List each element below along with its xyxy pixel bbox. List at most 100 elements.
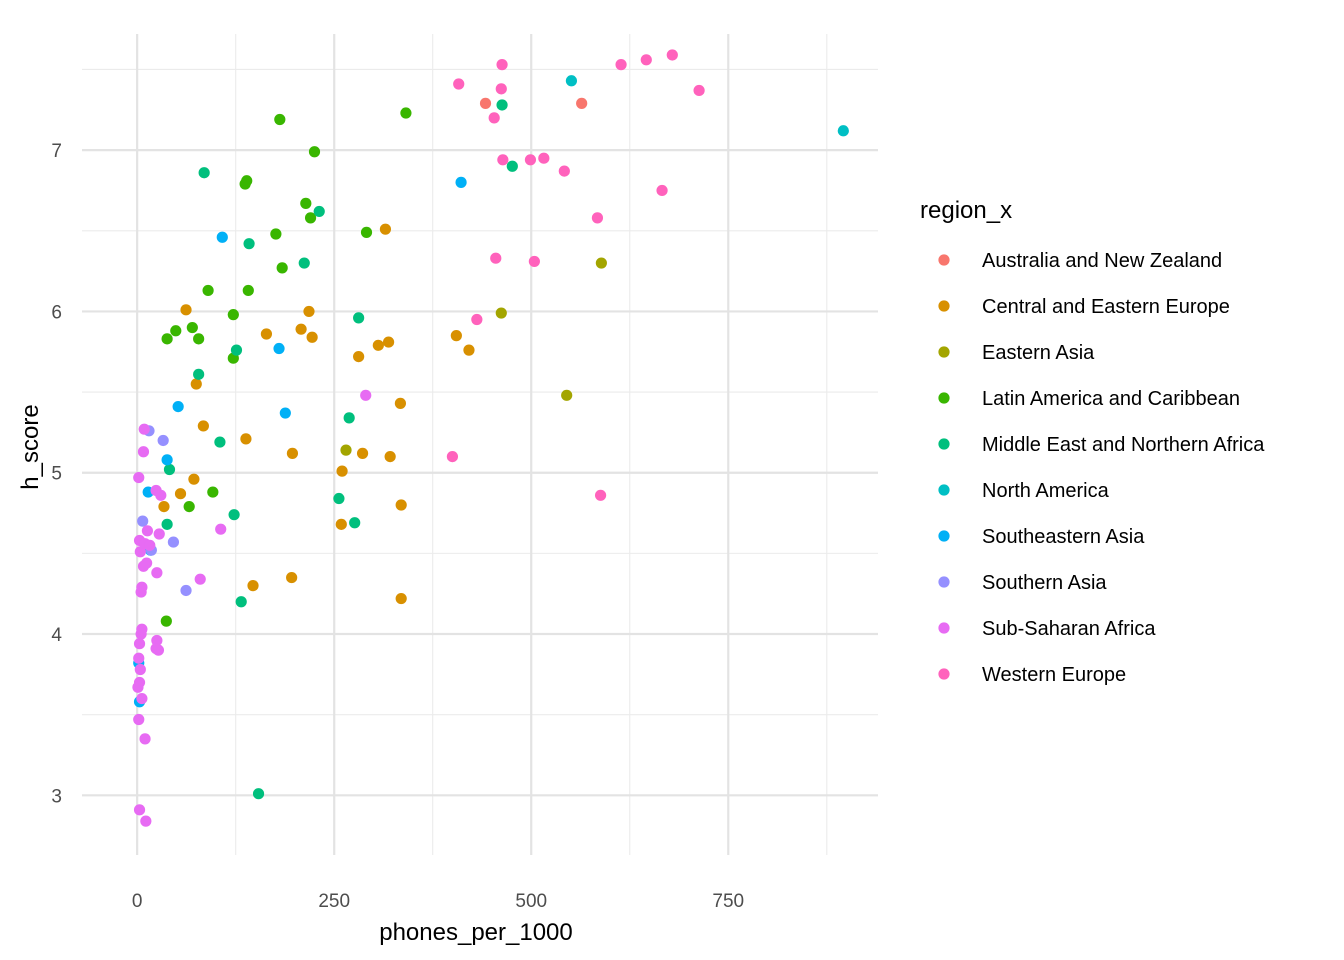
point-sub-saharan-africa (137, 446, 150, 458)
point-sub-saharan-africa (152, 644, 165, 656)
x-tick-label: 500 (515, 891, 547, 912)
point-middle-east-and-northern-africa (163, 463, 176, 476)
y-tick-label: 5 (51, 464, 62, 485)
point-sub-saharan-africa (141, 525, 154, 537)
point-central-and-eastern-europe (260, 328, 273, 340)
point-southern-asia (137, 515, 149, 527)
point-western-europe (656, 184, 668, 197)
point-sub-saharan-africa (133, 804, 146, 816)
point-southeastern-asia (161, 454, 173, 466)
point-western-europe (615, 59, 627, 71)
point-western-europe (524, 154, 537, 166)
major-gridlines (82, 34, 878, 855)
point-western-europe (471, 313, 483, 326)
point-latin-america-and-caribbean (270, 228, 282, 240)
point-middle-east-and-northern-africa (228, 509, 240, 521)
point-sub-saharan-africa (136, 581, 148, 593)
point-latin-america-and-caribbean (193, 333, 205, 345)
point-central-and-eastern-europe (384, 450, 396, 463)
point-latin-america-and-caribbean (400, 107, 412, 119)
legend-label-southern-asia: Southern Asia (982, 572, 1107, 594)
point-latin-america-and-caribbean (160, 615, 172, 627)
legend-label-sub-saharan-africa: Sub-Saharan Africa (982, 618, 1156, 640)
point-middle-east-and-northern-africa (506, 160, 518, 172)
legend-label-southeastern-asia: Southeastern Asia (982, 526, 1145, 548)
point-sub-saharan-africa (138, 423, 150, 435)
point-middle-east-and-northern-africa (496, 99, 508, 111)
point-sub-saharan-africa (133, 638, 146, 650)
point-latin-america-and-caribbean (308, 146, 321, 158)
point-sub-saharan-africa (132, 681, 144, 693)
y-tick-labels: 3 4 5 6 7 (51, 141, 62, 807)
point-australia-and-new-zealand (479, 97, 492, 109)
point-middle-east-and-northern-africa (235, 596, 247, 608)
point-central-and-eastern-europe (394, 397, 406, 409)
point-western-europe (490, 252, 502, 264)
point-latin-america-and-caribbean (207, 486, 219, 498)
legend-label-middle-east-and-northern-africa: Middle East and Northern Africa (982, 434, 1265, 456)
y-tick-label: 7 (51, 141, 62, 162)
point-central-and-eastern-europe (180, 304, 192, 316)
x-tick-label: 750 (712, 891, 744, 912)
point-western-europe (497, 154, 509, 166)
point-central-and-eastern-europe (190, 378, 202, 390)
point-sub-saharan-africa (133, 652, 145, 664)
point-eastern-asia (595, 257, 607, 269)
point-australia-and-new-zealand (576, 97, 588, 109)
legend-label-latin-america-and-caribbean: Latin America and Caribbean (982, 388, 1240, 410)
point-western-europe (528, 255, 540, 268)
point-western-europe (666, 49, 678, 61)
point-central-and-eastern-europe (158, 500, 170, 513)
legend-key-central-and-eastern-europe (938, 300, 950, 312)
point-middle-east-and-northern-africa (243, 238, 255, 250)
point-central-and-eastern-europe (286, 447, 299, 459)
point-central-and-eastern-europe (382, 336, 395, 348)
point-sub-saharan-africa (151, 634, 163, 647)
point-latin-america-and-caribbean (304, 212, 317, 224)
point-middle-east-and-northern-africa (230, 344, 243, 356)
point-sub-saharan-africa (140, 815, 152, 827)
point-central-and-eastern-europe (197, 420, 209, 432)
point-sub-saharan-africa (136, 692, 148, 705)
point-latin-america-and-caribbean (276, 262, 288, 274)
legend: region_x Australia and New Zealand Centra… (920, 197, 1265, 686)
point-eastern-asia (340, 444, 352, 456)
legend-label-australia-and-new-zealand: Australia and New Zealand (982, 250, 1222, 272)
y-tick-label: 4 (51, 625, 62, 646)
point-central-and-eastern-europe (463, 344, 475, 356)
point-southeastern-asia (172, 400, 184, 413)
point-western-europe (496, 59, 508, 71)
point-western-europe (594, 489, 607, 501)
point-western-europe (488, 112, 500, 124)
point-western-europe (453, 78, 465, 90)
point-middle-east-and-northern-africa (343, 412, 355, 424)
point-sub-saharan-africa (141, 557, 153, 569)
legend-label-north-america: North America (982, 480, 1110, 502)
point-latin-america-and-caribbean (202, 284, 214, 297)
point-north-america (837, 125, 849, 137)
point-western-europe (446, 450, 459, 463)
point-latin-america-and-caribbean (227, 309, 239, 321)
point-middle-east-and-northern-africa (198, 167, 210, 179)
point-latin-america-and-caribbean (274, 113, 286, 126)
y-tick-label: 6 (51, 302, 62, 323)
point-sub-saharan-africa (139, 733, 151, 745)
point-middle-east-and-northern-africa (214, 436, 226, 448)
data-points (132, 49, 849, 827)
legend-key-southeastern-asia (938, 530, 950, 542)
minor-gridlines (82, 34, 878, 855)
point-north-america (565, 75, 578, 87)
point-southeastern-asia (455, 176, 467, 188)
point-sub-saharan-africa (134, 663, 146, 676)
point-middle-east-and-northern-africa (349, 517, 361, 529)
point-eastern-asia (495, 307, 507, 319)
x-tick-label: 250 (318, 891, 350, 912)
point-western-europe (640, 54, 652, 66)
point-middle-east-and-northern-africa (353, 312, 365, 324)
point-central-and-eastern-europe (379, 223, 392, 235)
point-latin-america-and-caribbean (186, 321, 198, 334)
y-axis-title: h_score (17, 404, 44, 489)
point-sub-saharan-africa (133, 713, 145, 726)
x-tick-label: 0 (132, 891, 143, 912)
